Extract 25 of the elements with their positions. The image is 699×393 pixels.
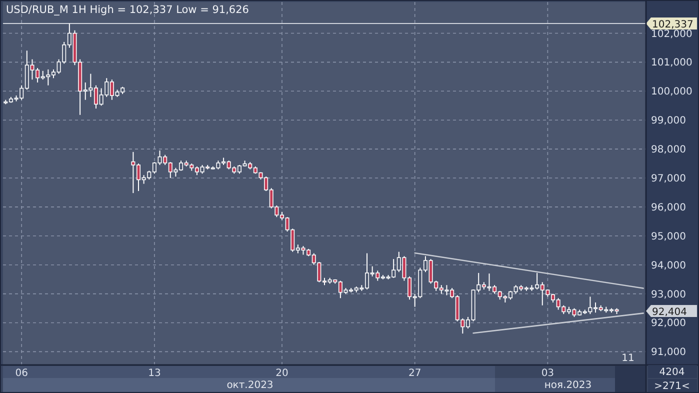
y-tick-label: 95,000 bbox=[651, 231, 686, 242]
y-tick-label: 92,000 bbox=[651, 318, 686, 330]
chart-title: USD/RUB_M 1H High = 102,337 Low = 91,626 bbox=[6, 4, 250, 16]
y-tick-label: 98,000 bbox=[651, 144, 686, 156]
x-tick-label: 27 bbox=[408, 368, 422, 379]
x-tick-label: 20 bbox=[276, 368, 288, 379]
x-tick-label: 06 bbox=[15, 368, 28, 379]
text: ноя.2023 bbox=[544, 380, 592, 391]
y-tick-label: 100,000 bbox=[651, 86, 692, 98]
counter-panel: >271< bbox=[648, 379, 697, 392]
x-tick-label: 03 bbox=[541, 368, 554, 379]
y-tick-label: 101,000 bbox=[651, 58, 692, 69]
text: 92,404 bbox=[652, 307, 687, 318]
text: окт.2023 bbox=[226, 380, 274, 391]
y-tick-label: 102,000 bbox=[651, 28, 692, 40]
counter-panel: 4204 bbox=[648, 365, 697, 378]
y-tick-label: 96,000 bbox=[651, 202, 686, 214]
annotation: 11 bbox=[622, 353, 634, 364]
y-tick-label: 93,000 bbox=[651, 289, 686, 300]
y-tick-label: 97,000 bbox=[651, 174, 686, 184]
y-tick-label: 94,000 bbox=[651, 260, 686, 272]
y-tick-label: 99,000 bbox=[651, 116, 686, 127]
y-tick-label: 91,000 bbox=[651, 347, 686, 358]
ref-line-label: 102,337 bbox=[652, 20, 694, 31]
x-tick-label: 13 bbox=[148, 368, 161, 379]
